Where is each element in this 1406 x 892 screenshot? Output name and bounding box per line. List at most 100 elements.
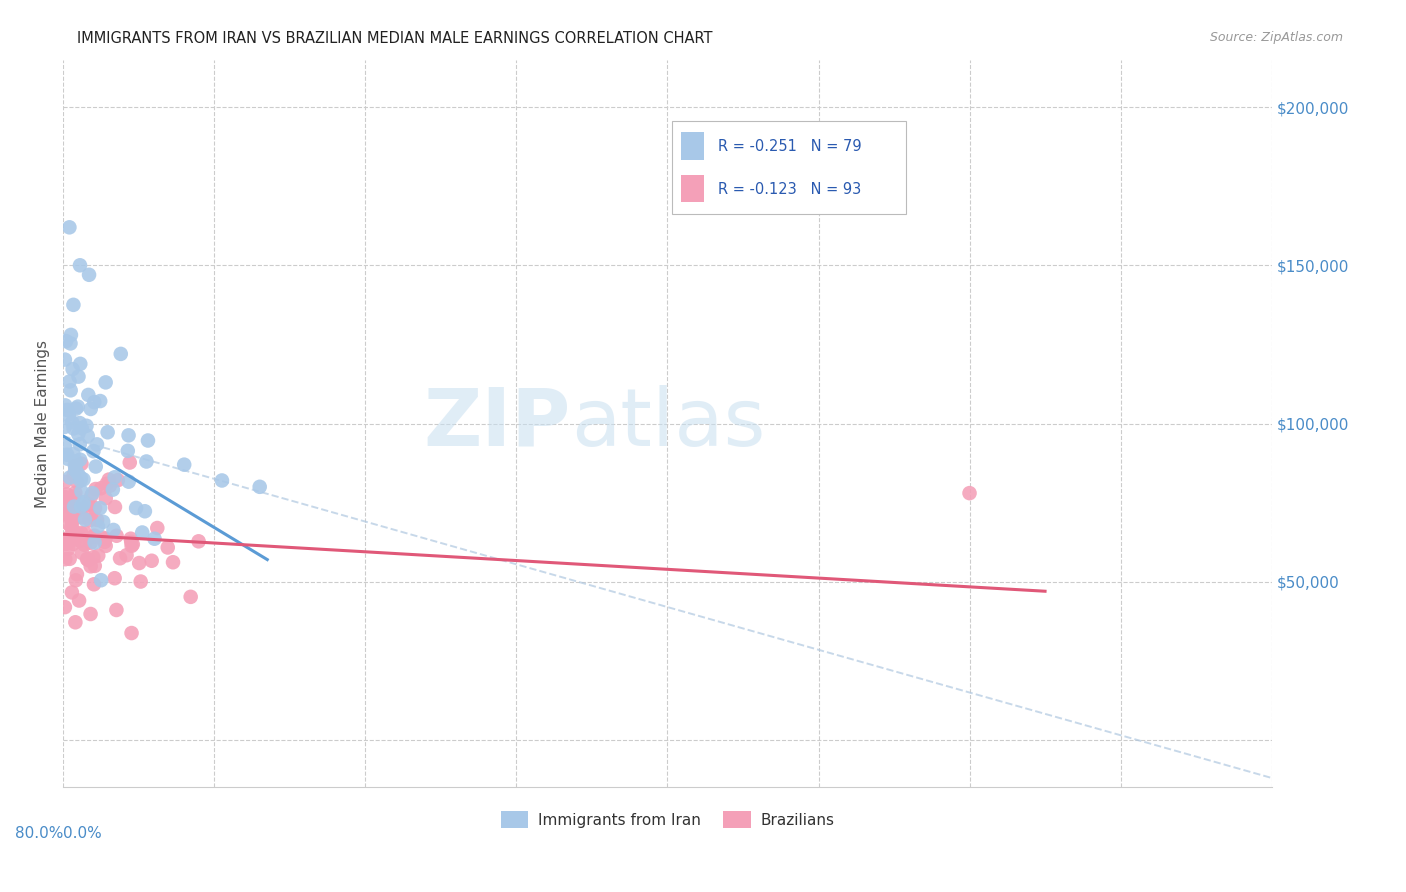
Point [79,607,101,621]
Point [63,458,86,473]
Bar [681,132,704,160]
Point [56,491,79,505]
Point [56,535,79,549]
Point [53,552,76,566]
Point [66,504,89,518]
Point [97,473,120,487]
Point [93,534,115,549]
Point [84,482,107,496]
Point [72,497,94,511]
Point [180,590,202,604]
Point [53,439,76,453]
Point [59,551,82,566]
Point [73,512,96,526]
Point [62,447,84,461]
Point [120,532,142,546]
Point [107,473,129,487]
Point [91,531,114,545]
Point [84,459,107,474]
Point [58,220,80,235]
Point [59,375,82,389]
Point [55,487,77,501]
Point [83,558,105,573]
Text: Source: ZipAtlas.com: Source: ZipAtlas.com [1209,31,1343,45]
Point [67,369,90,384]
Text: R = -0.123   N = 93: R = -0.123 N = 93 [718,182,862,197]
Point [70,546,93,560]
Point [128,556,150,570]
Text: R = -0.251   N = 79: R = -0.251 N = 79 [718,139,862,154]
Point [90,573,112,587]
Point [90,481,112,495]
Point [211,474,233,488]
Point [69,502,91,516]
Point [62,537,84,551]
Point [83,535,105,549]
Point [65,464,87,478]
Point [62,515,84,529]
Point [69,416,91,430]
Point [72,495,94,509]
Point [108,551,131,566]
Point [86,437,108,451]
Point [94,491,117,506]
Point [110,347,132,361]
Point [55,334,77,348]
Point [80,535,103,549]
Point [69,471,91,485]
Point [94,376,117,390]
Point [87,519,110,533]
Text: IMMIGRANTS FROM IRAN VS BRAZILIAN MEDIAN MALE EARNINGS CORRELATION CHART: IMMIGRANTS FROM IRAN VS BRAZILIAN MEDIAN… [77,31,713,46]
Point [66,467,89,481]
Point [65,615,87,630]
Point [103,523,125,537]
Point [59,336,82,351]
Text: 0.0%: 0.0% [63,826,103,841]
Point [62,467,84,482]
Point [58,408,80,422]
Point [66,527,89,541]
Point [101,483,124,497]
Point [59,327,82,342]
Point [70,484,93,499]
Point [62,421,84,435]
Point [65,456,87,470]
Point [67,593,90,607]
Point [82,550,104,565]
Point [120,534,142,549]
Point [56,448,79,462]
Point [98,479,121,493]
Point [115,548,138,562]
Point [84,501,107,516]
Point [60,415,83,429]
Point [89,394,111,409]
Point [105,603,128,617]
Point [117,443,139,458]
Point [82,486,104,500]
Point [89,501,111,516]
Point [105,529,128,543]
Point [156,541,179,555]
Bar [681,175,704,202]
Point [94,539,117,553]
Point [60,520,83,534]
Point [129,574,152,589]
Point [76,418,98,433]
Point [56,403,79,417]
Point [146,521,169,535]
Point [118,456,141,470]
Point [53,498,76,512]
Point [80,401,103,416]
Point [82,444,104,458]
Point [65,458,87,473]
Point [65,401,87,416]
Point [63,533,86,547]
Point [56,541,79,556]
Point [86,513,108,527]
Point [959,486,981,500]
Point [77,553,100,567]
Legend: Immigrants from Iran, Brazilians: Immigrants from Iran, Brazilians [495,805,841,834]
Point [53,352,76,367]
Point [94,532,117,546]
Point [53,475,76,489]
